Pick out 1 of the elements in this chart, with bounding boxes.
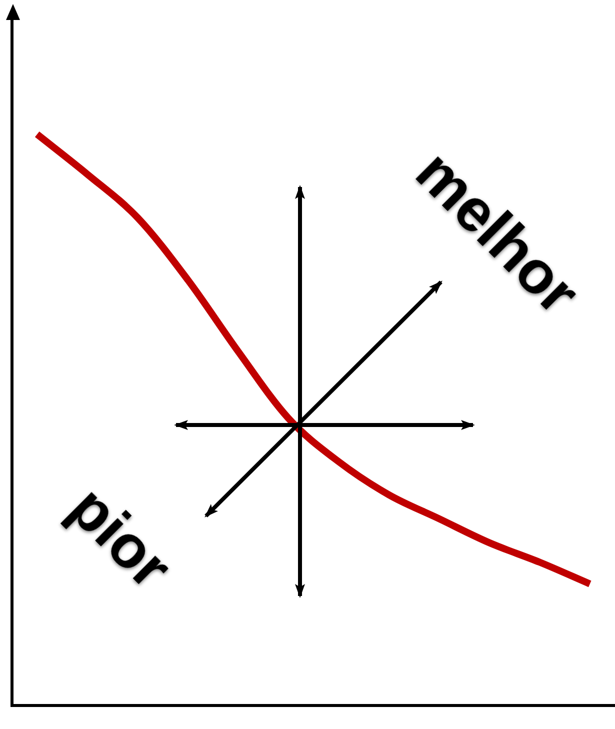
annotation: pior: [57, 473, 185, 601]
